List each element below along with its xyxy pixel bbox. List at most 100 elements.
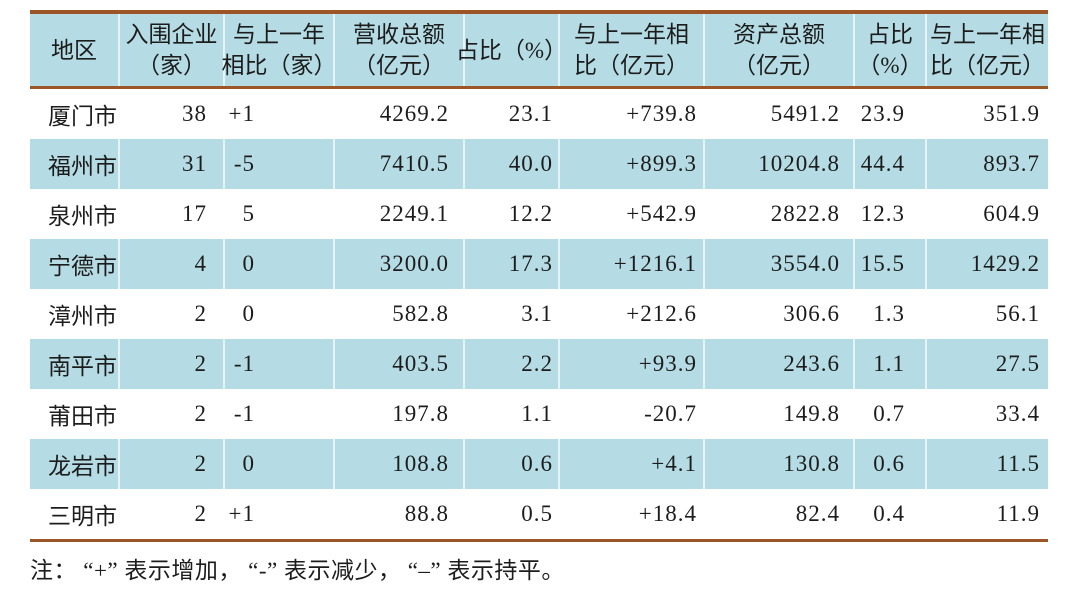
assets-share-cell: 0.6 [855, 439, 927, 489]
revenue-cell: 197.8 [335, 389, 465, 439]
yoy-revenue-cell: +1216.1 [560, 239, 705, 289]
yoy-enterprises-cell: 0 [225, 439, 335, 489]
table-header-row: 地区 入围企业 （家） 与上一年 相比（家） 营收总额 （亿元） 占比（%） 与… [30, 10, 1048, 89]
header-line: 与上一年相 [574, 22, 689, 47]
yoy-assets-cell: 351.9 [983, 101, 1040, 126]
yoy-enterprises-cell: -1 [225, 389, 335, 439]
header-line: 入围企业 [125, 22, 218, 47]
yoy-enterprises-cell: -1 [225, 339, 335, 389]
enterprises-cell: 31 [120, 139, 225, 189]
yoy-enterprises-value: 5 [242, 201, 255, 226]
header-line: （亿元） [353, 53, 445, 78]
header-line: 与上一年 [233, 22, 325, 47]
header-cell-enterprises: 入围企业 （家） [120, 14, 225, 86]
revenue-cell: 88.8 [335, 489, 465, 539]
region-cell: 龙岩市 [30, 439, 120, 489]
enterprises-cell: 17 [120, 189, 225, 239]
assets-cell: 10204.8 [705, 139, 855, 189]
header-line: 相比（家） [221, 53, 337, 78]
yoy-enterprises-value: 0 [242, 251, 255, 276]
revenue-share-cell: 3.1 [465, 289, 560, 339]
table-row: 泉州市 17 5 2249.1 12.2 +542.9 2822.8 12.3 … [30, 189, 1048, 239]
assets-cell: 243.6 [705, 339, 855, 389]
yoy-assets-cell: 56.1 [995, 301, 1040, 326]
yoy-assets-cell: 11.9 [996, 501, 1040, 526]
header-cell-yoy-assets: 与上一年相 比（亿元） [927, 14, 1048, 86]
header-cell-assets-share: 占比 （%） [855, 14, 927, 86]
yoy-revenue-cell: +212.6 [560, 289, 705, 339]
assets-share-cell: 44.4 [855, 139, 927, 189]
region-stats-table: 地区 入围企业 （家） 与上一年 相比（家） 营收总额 （亿元） 占比（%） 与… [30, 10, 1048, 585]
yoy-revenue-cell: +542.9 [560, 189, 705, 239]
yoy-enterprises-cell: 5 [225, 189, 335, 239]
table-note: 注： “+” 表示增加， “-” 表示减少， “–” 表示持平。 [30, 558, 565, 583]
enterprises-cell: 2 [120, 339, 225, 389]
assets-share-cell: 15.5 [855, 239, 927, 289]
revenue-share-cell: 17.3 [465, 239, 560, 289]
assets-cell: 149.8 [705, 389, 855, 439]
region-cell: 泉州市 [30, 189, 120, 239]
revenue-share-cell: 2.2 [465, 339, 560, 389]
region-cell: 莆田市 [30, 389, 120, 439]
yoy-enterprises-cell: +1 [225, 89, 335, 139]
region-cell: 三明市 [30, 489, 120, 539]
header-line: 营收总额 [353, 22, 445, 47]
yoy-revenue-cell: -20.7 [560, 389, 705, 439]
revenue-cell: 2249.1 [335, 189, 465, 239]
yoy-revenue-cell: +93.9 [560, 339, 705, 389]
header-line: 资产总额 [733, 22, 825, 47]
region-cell: 福州市 [30, 139, 120, 189]
yoy-enterprises-cell: -5 [225, 139, 335, 189]
header-line: 占比 [867, 22, 913, 47]
yoy-enterprises-value: 0 [242, 301, 255, 326]
table-row: 龙岩市 2 0 108.8 0.6 +4.1 130.8 0.6 11.5 [30, 439, 1048, 489]
table-row: 三明市 2 +1 88.8 0.5 +18.4 82.4 0.4 11.9 [30, 489, 1048, 539]
enterprises-cell: 38 [120, 89, 225, 139]
revenue-share-cell: 40.0 [465, 139, 560, 189]
yoy-enterprises-value: +1 [228, 101, 255, 126]
enterprises-cell: 4 [120, 239, 225, 289]
revenue-share-cell: 23.1 [465, 89, 560, 139]
yoy-revenue-cell: +18.4 [560, 489, 705, 539]
yoy-revenue-cell: +739.8 [560, 89, 705, 139]
yoy-enterprises-value: 0 [242, 451, 255, 476]
revenue-cell: 403.5 [335, 339, 465, 389]
table-row: 宁德市 4 0 3200.0 17.3 +1216.1 3554.0 15.5 … [30, 239, 1048, 289]
header-line: 比（亿元） [574, 53, 689, 78]
revenue-cell: 7410.5 [335, 139, 465, 189]
table-row: 莆田市 2 -1 197.8 1.1 -20.7 149.8 0.7 33.4 [30, 389, 1048, 439]
region-cell: 厦门市 [30, 89, 120, 139]
revenue-share-cell: 0.5 [465, 489, 560, 539]
header-line: （家） [137, 53, 206, 78]
assets-share-cell: 23.9 [855, 89, 927, 139]
assets-share-cell: 1.3 [855, 289, 927, 339]
yoy-enterprises-value: +1 [228, 501, 255, 526]
header-line: 地区 [51, 37, 97, 63]
header-cell-yoy-enterprises: 与上一年 相比（家） [221, 14, 337, 86]
header-line: 比（亿元） [930, 53, 1045, 78]
header-cell-assets: 资产总额 （亿元） [705, 14, 855, 86]
yoy-enterprises-cell: 0 [225, 289, 335, 339]
bottom-rule [30, 539, 1048, 542]
yoy-enterprises-cell: +1 [225, 489, 335, 539]
header-cell-revenue-share: 占比（%） [456, 14, 567, 86]
yoy-enterprises-value: -5 [233, 151, 255, 176]
assets-cell: 82.4 [705, 489, 855, 539]
assets-share-cell: 0.7 [855, 389, 927, 439]
yoy-assets-cell: 893.7 [983, 151, 1040, 176]
revenue-share-cell: 0.6 [465, 439, 560, 489]
yoy-enterprises-value: -1 [233, 401, 255, 426]
yoy-assets-cell: 1429.2 [970, 251, 1040, 276]
header-line: 占比（%） [455, 37, 568, 63]
header-line: 与上一年相 [930, 22, 1045, 47]
region-cell: 南平市 [30, 339, 120, 389]
revenue-share-cell: 12.2 [465, 189, 560, 239]
yoy-assets-cell: 11.5 [996, 451, 1040, 476]
table-row: 漳州市 2 0 582.8 3.1 +212.6 306.6 1.3 56.1 [30, 289, 1048, 339]
assets-cell: 306.6 [705, 289, 855, 339]
assets-share-cell: 1.1 [855, 339, 927, 389]
table-row: 南平市 2 -1 403.5 2.2 +93.9 243.6 1.1 27.5 [30, 339, 1048, 389]
header-line: （亿元） [733, 53, 825, 78]
revenue-cell: 108.8 [335, 439, 465, 489]
enterprises-cell: 2 [120, 489, 225, 539]
